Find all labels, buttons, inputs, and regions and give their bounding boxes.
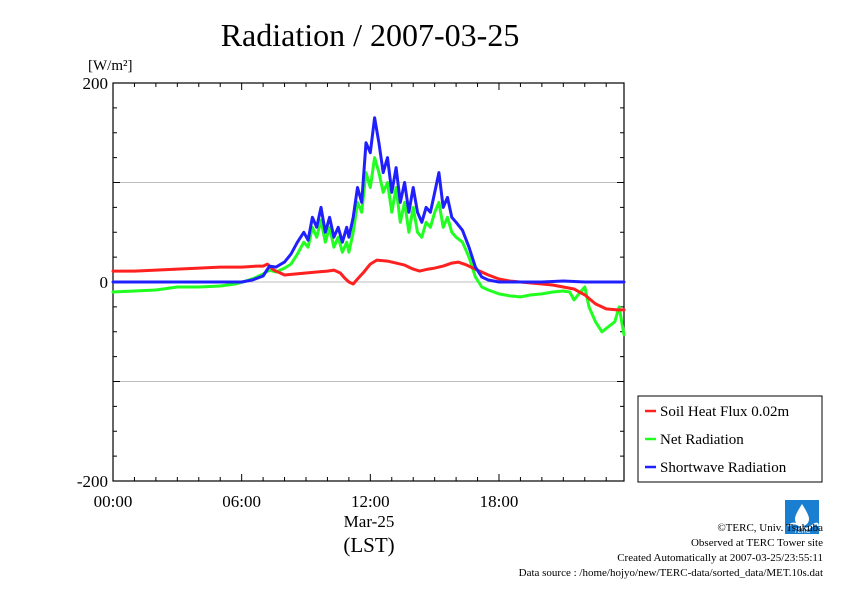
- footer-source: Data source : /home/hojyo/new/TERC-data/…: [518, 567, 823, 579]
- x-tick-label: 12:00: [351, 492, 390, 511]
- terc-logo: TERC: [785, 500, 819, 535]
- axis-ticks: [112, 82, 624, 482]
- legend: Soil Heat Flux 0.02m Net Radiation Shortwa…: [637, 395, 823, 483]
- wave-icon: [787, 522, 819, 530]
- x-tick-label: 06:00: [222, 492, 261, 511]
- legend-label: Soil Heat Flux 0.02m: [660, 404, 790, 420]
- y-tick-label: 0: [100, 273, 109, 292]
- y-tick-labels: 200 0 -200: [77, 74, 108, 491]
- water-drop-icon: [795, 504, 809, 526]
- legend-label: Shortwave Radiation: [660, 460, 787, 476]
- legend-box: [637, 395, 823, 483]
- footer-copyright: ©TERC, Univ. Tsukuba: [717, 522, 823, 534]
- logo-text: TERC: [794, 529, 811, 535]
- x-timezone-label: (LST): [343, 533, 394, 557]
- chart-title: Radiation / 2007-03-25: [221, 17, 520, 53]
- x-tick-labels: 00:00 06:00 12:00 18:00: [94, 492, 519, 511]
- legend-label: Net Radiation: [660, 432, 744, 448]
- x-tick-label: 00:00: [94, 492, 133, 511]
- footer-created: Created Automatically at 2007-03-25/23:5…: [617, 552, 823, 564]
- x-tick-label: 18:00: [480, 492, 519, 511]
- footer-observed: Observed at TERC Tower site: [690, 537, 823, 549]
- series-line-net-radiation: [111, 156, 626, 337]
- series-layer: [111, 116, 626, 337]
- y-axis-unit: [W/m²]: [88, 58, 132, 74]
- y-tick-label: 200: [83, 74, 109, 93]
- series-line-soil-heat-flux-0-02m: [111, 258, 626, 312]
- series-line-shortwave-radiation: [111, 116, 626, 284]
- y-tick-label: -200: [77, 472, 108, 491]
- footer-credits: ©TERC, Univ. Tsukuba Observed at TERC To…: [519, 521, 823, 581]
- x-date-label: Mar-25: [344, 512, 395, 531]
